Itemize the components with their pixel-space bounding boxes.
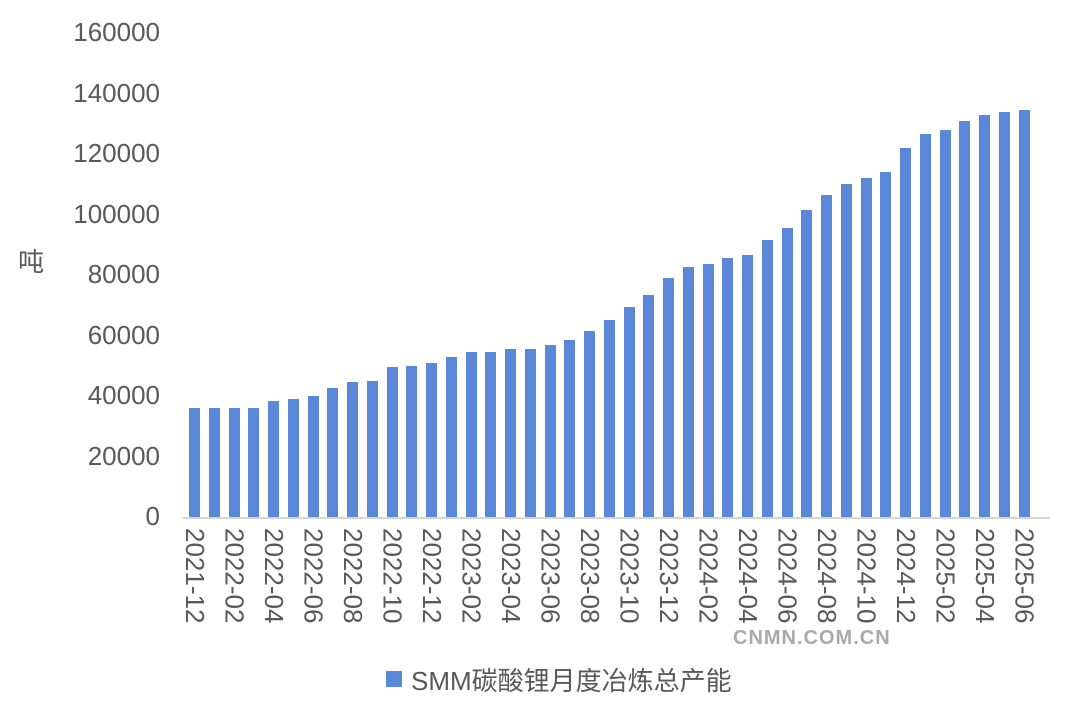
bar-2022-09 [366, 381, 378, 517]
x-tick-label: 2024-12 [891, 528, 921, 624]
bar-2024-01 [682, 267, 694, 517]
x-tick-label: 2022-08 [338, 528, 368, 624]
bar-2022-07 [327, 388, 339, 517]
bar-2024-09 [840, 184, 852, 517]
x-tick-label: 2023-08 [575, 528, 605, 624]
y-tick-label: 20000 [87, 440, 160, 471]
x-tick-label: 2024-02 [693, 528, 724, 624]
bar-2024-08 [821, 195, 832, 517]
y-tick-label: 80000 [87, 259, 160, 289]
bar-2024-02 [702, 264, 714, 517]
x-tick-label: 2024-04 [733, 528, 763, 624]
bar-2023-01 [445, 357, 457, 517]
x-tick-label: 2024-08 [812, 528, 842, 624]
bar-2024-11 [880, 172, 892, 517]
bar-2023-03 [485, 352, 497, 517]
x-tick-label: 2022-10 [377, 528, 408, 624]
bar-2023-04 [505, 349, 516, 517]
bar-2023-09 [603, 320, 615, 517]
y-tick-label: 40000 [87, 380, 160, 410]
bar-2023-08 [584, 331, 595, 517]
bar-2022-04 [268, 401, 279, 517]
bar-2024-12 [900, 148, 911, 517]
x-tick-label: 2025-02 [930, 528, 961, 624]
x-tick-label: 2023-10 [614, 528, 645, 624]
watermark: CNMN.COM.CN [733, 627, 891, 649]
x-tick-label: 2023-06 [535, 528, 566, 624]
y-tick-label: 0 [145, 501, 160, 531]
bar-2024-04 [742, 255, 753, 517]
bar-2023-05 [524, 349, 536, 517]
bar-2023-12 [663, 278, 674, 517]
x-tick-label: 2022-02 [219, 528, 250, 624]
x-tick-label: 2023-02 [456, 528, 487, 624]
y-axis-title: 吨 [18, 247, 45, 277]
x-axis-line [183, 517, 1050, 519]
x-tick-label: 2025-04 [970, 528, 1000, 624]
x-tick-label: 2021-12 [180, 528, 210, 624]
bar-2023-07 [564, 340, 576, 517]
bar-2024-05 [761, 240, 773, 517]
y-tick-label: 60000 [87, 319, 160, 350]
bar-2022-05 [287, 399, 299, 517]
x-tick-label: 2023-12 [654, 528, 684, 624]
bar-2025-01 [919, 134, 931, 517]
bar-2025-04 [979, 115, 990, 517]
x-tick-label: 2024-06 [772, 528, 803, 624]
x-tick-label: 2023-04 [496, 528, 526, 624]
y-tick-label: 140000 [73, 77, 160, 108]
bar-2022-12 [426, 363, 437, 517]
bar-2022-08 [347, 382, 358, 517]
bar-2022-10 [386, 367, 398, 517]
legend: SMM碳酸锂月度冶炼总产能 [386, 663, 732, 696]
bar-2022-03 [248, 408, 260, 517]
plot-area [183, 32, 1050, 517]
bar-2023-06 [544, 345, 556, 517]
y-tick-label: 100000 [73, 198, 160, 229]
bar-2023-02 [465, 352, 477, 517]
y-tick-label: 120000 [73, 138, 160, 168]
bar-2024-06 [781, 228, 793, 517]
bar-2023-10 [623, 307, 635, 517]
bar-2024-10 [860, 178, 872, 517]
x-tick-label: 2024-10 [851, 528, 882, 624]
bar-2023-11 [643, 295, 655, 517]
bar-2024-07 [801, 210, 813, 517]
bar-2021-12 [189, 408, 200, 517]
bar-2025-05 [998, 112, 1010, 517]
legend-series-label: SMM碳酸锂月度冶炼总产能 [411, 665, 732, 696]
x-tick-label: 2022-06 [298, 528, 329, 624]
bar-2025-03 [959, 121, 971, 517]
bar-2022-06 [307, 396, 319, 517]
bar-2022-01 [208, 408, 220, 517]
y-tick-label: 160000 [73, 17, 160, 47]
x-tick-label: 2022-04 [259, 528, 289, 624]
legend-marker-icon [386, 671, 402, 687]
bar-2022-11 [406, 366, 418, 517]
y-axis-tick-labels: 0 20000 40000 60000 80000 100000 120000 140000 1… [10, 0, 160, 716]
bar-2025-02 [939, 130, 951, 517]
bar-2025-06 [1018, 110, 1030, 517]
bar-2024-03 [722, 258, 734, 517]
bar-2022-02 [228, 408, 240, 517]
x-tick-label: 2022-12 [417, 528, 447, 624]
x-tick-label: 2025-06 [1009, 528, 1040, 624]
